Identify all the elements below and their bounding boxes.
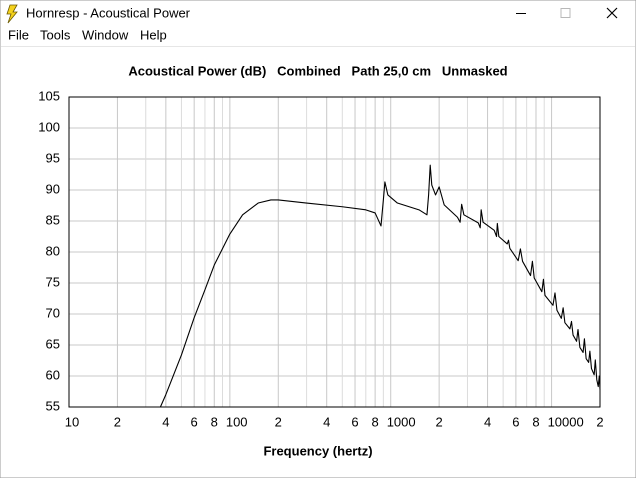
x-tick-label: 2 [114,414,121,429]
y-tick-label: 90 [46,181,60,196]
x-tick-label: 4 [162,414,169,429]
plot [159,164,601,408]
x-tick-label: 2 [275,414,282,429]
y-tick-label: 100 [38,119,60,134]
y-tick-label: 80 [46,243,60,258]
x-tick-label: 8 [211,414,218,429]
menu-item[interactable]: Tools [40,27,71,42]
maximize-button[interactable] [560,8,571,18]
close-button[interactable] [606,7,618,19]
x-tick-label: 10 [65,414,79,429]
y-tick-label: 55 [46,398,60,413]
x-tick-label: 4 [323,414,330,429]
x-tick-label: 2 [436,414,443,429]
y-tick-label: 65 [46,336,60,351]
chart-title: Acoustical Power (dB) Combined Path 25,0… [128,63,507,78]
plot-frame [68,96,601,408]
x-tick-label: 2 [596,414,603,429]
x-tick-label: 100 [226,414,248,429]
y-tick-label: 75 [46,274,60,289]
x-axis-label: Frequency (hertz) [263,443,372,458]
x-tick-label: 8 [532,414,539,429]
menu-item[interactable]: File [8,27,29,42]
y-tick-label: 60 [46,367,60,382]
x-tick-label: 6 [191,414,198,429]
x-tick-label: 6 [351,414,358,429]
y-tick-label: 85 [46,212,60,227]
y-tick-label: 95 [46,150,60,165]
app-icon [6,4,18,24]
response-line [159,164,601,408]
menu-item[interactable]: Help [140,27,167,42]
window-title: Hornresp - Acoustical Power [26,5,191,20]
x-tick-label: 8 [372,414,379,429]
x-tick-label: 10000 [548,414,584,429]
y-tick-label: 70 [46,305,60,320]
menu-item[interactable]: Window [82,27,129,42]
x-tick-label: 6 [512,414,519,429]
y-tick-label: 105 [38,88,60,103]
x-tick-label: 1000 [387,414,416,429]
x-tick-label: 4 [484,414,491,429]
